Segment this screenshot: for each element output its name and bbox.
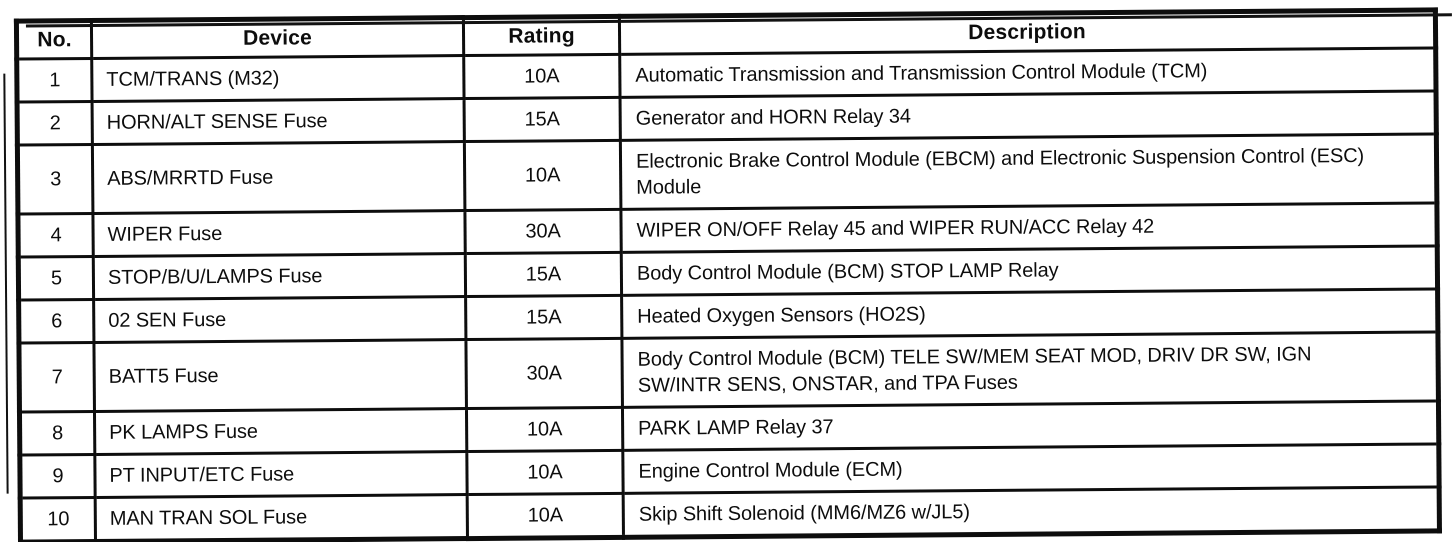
scan-artifact-line-left bbox=[3, 73, 9, 494]
fuse-rating: 10A bbox=[466, 407, 623, 452]
fuse-number: 10 bbox=[20, 497, 96, 542]
fuse-number: 1 bbox=[16, 58, 93, 103]
fuse-description: Heated Oxygen Sensors (HO2S) bbox=[621, 288, 1438, 339]
fuse-device: PT INPUT/ETC Fuse bbox=[94, 451, 468, 498]
fuse-device: PK LAMPS Fuse bbox=[94, 408, 467, 455]
fuse-device: ABS/MRRTD Fuse bbox=[92, 141, 465, 214]
fuse-description: Body Control Module (BCM) STOP LAMP Rela… bbox=[621, 245, 1438, 296]
fuse-description: WIPER ON/OFF Relay 45 and WIPER RUN/ACC … bbox=[620, 202, 1438, 253]
fuse-device: TCM/TRANS (M32) bbox=[91, 55, 465, 102]
fuse-description: Skip Shift Solenoid (MM6/MZ6 w/JL5) bbox=[623, 486, 1440, 538]
fuse-rating: 10A bbox=[463, 54, 621, 99]
fuse-rating: 10A bbox=[467, 493, 624, 539]
fuse-device: WIPER Fuse bbox=[92, 210, 466, 257]
fuse-rating: 10A bbox=[464, 140, 621, 211]
scanned-page: No. Device Rating Description 1 TCM/TRAN… bbox=[0, 7, 1456, 542]
fuse-rating: 15A bbox=[465, 295, 622, 340]
fuse-description: Body Control Module (BCM) TELE SW/MEM SE… bbox=[621, 331, 1439, 408]
fuse-number: 5 bbox=[18, 256, 94, 301]
fuse-rating: 15A bbox=[464, 97, 621, 142]
fuse-number: 6 bbox=[18, 299, 94, 344]
fuse-device: BATT5 Fuse bbox=[93, 339, 467, 412]
fuse-rating: 15A bbox=[465, 252, 622, 297]
table-row: 3 ABS/MRRTD Fuse 10A Electronic Brake Co… bbox=[17, 133, 1437, 215]
fuse-rating: 30A bbox=[465, 338, 623, 409]
fuse-description: Generator and HORN Relay 34 bbox=[620, 90, 1437, 141]
fuse-device: STOP/B/U/LAMPS Fuse bbox=[93, 253, 466, 300]
fuse-number: 7 bbox=[18, 342, 95, 413]
fuse-number: 3 bbox=[17, 144, 93, 215]
fuse-description: Automatic Transmission and Transmission … bbox=[619, 47, 1437, 98]
fuse-number: 4 bbox=[17, 213, 94, 258]
fuse-device: HORN/ALT SENSE Fuse bbox=[92, 98, 465, 145]
fuse-number: 9 bbox=[19, 454, 96, 499]
fuse-device: MAN TRAN SOL Fuse bbox=[95, 494, 468, 542]
fuse-rating: 30A bbox=[464, 209, 622, 254]
fuse-description: PARK LAMP Relay 37 bbox=[622, 400, 1439, 451]
table-row: 7 BATT5 Fuse 30A Body Control Module (BC… bbox=[18, 331, 1439, 413]
fuse-table: No. Device Rating Description 1 TCM/TRAN… bbox=[13, 7, 1442, 542]
fuse-device: 02 SEN Fuse bbox=[93, 296, 466, 343]
fuse-description: Engine Control Module (ECM) bbox=[622, 443, 1440, 494]
fuse-rating: 10A bbox=[466, 450, 624, 495]
fuse-number: 2 bbox=[17, 101, 93, 146]
fuse-description: Electronic Brake Control Module (EBCM) a… bbox=[620, 133, 1437, 210]
fuse-number: 8 bbox=[19, 411, 95, 456]
